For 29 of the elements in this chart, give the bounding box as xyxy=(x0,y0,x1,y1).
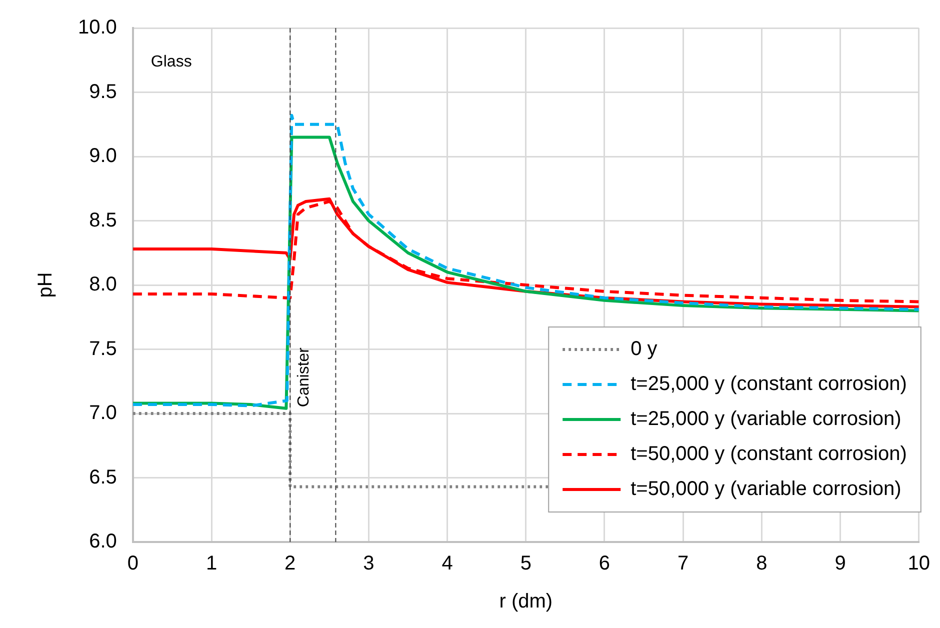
annotation: Glass xyxy=(150,53,192,70)
x-tick-label: 0 xyxy=(127,552,138,575)
y-tick-label: 9.5 xyxy=(89,80,117,103)
legend-label: t=25,000 y (constant corrosion) xyxy=(630,373,907,396)
legend-label: t=25,000 y (variable corrosion) xyxy=(630,408,902,430)
y-axis-title: pH xyxy=(34,272,57,298)
legend-label: t=50,000 y (variable corrosion) xyxy=(630,478,902,500)
x-tick-label: 9 xyxy=(834,552,846,575)
legend-label: 0 y xyxy=(630,338,658,360)
legend-label: t=50,000 y (constant corrosion) xyxy=(630,443,907,466)
x-axis-title: r (dm) xyxy=(499,590,553,613)
x-tick-label: 1 xyxy=(206,552,218,575)
x-tick-label: 10 xyxy=(908,552,930,575)
y-tick-label: 8.0 xyxy=(89,274,117,296)
x-tick-label: 5 xyxy=(520,552,532,575)
x-tick-label: 8 xyxy=(756,552,768,575)
y-tick-label: 9.0 xyxy=(89,145,117,168)
x-tick-label: 4 xyxy=(442,552,453,575)
y-tick-label: 8.5 xyxy=(89,209,117,232)
ref-line-label: Canister xyxy=(296,346,313,408)
x-tick-label: 3 xyxy=(363,552,374,575)
y-tick-label: 7.5 xyxy=(89,338,117,360)
y-tick-label: 7.0 xyxy=(89,402,117,424)
x-tick-label: 7 xyxy=(678,552,689,575)
x-tick-label: 2 xyxy=(284,552,296,575)
y-tick-label: 6.0 xyxy=(89,530,117,553)
y-tick-label: 6.5 xyxy=(89,466,117,488)
y-tick-label: 10.0 xyxy=(78,16,117,39)
x-tick-label: 6 xyxy=(598,552,610,575)
